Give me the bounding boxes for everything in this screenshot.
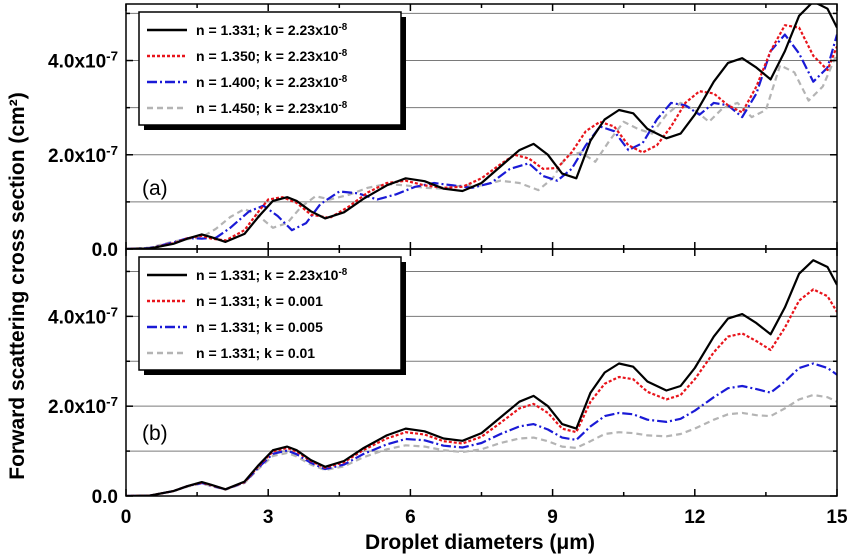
series-line-2 xyxy=(126,288,837,496)
panel-a: 0.0 2.0x10-7 4.0x10-7 (a) n = 1.331; k = 2.2… xyxy=(48,3,838,261)
x-tick-label: 0 xyxy=(121,507,132,528)
legend-label: n = 1.350; k = 2.23x10-8 xyxy=(196,48,348,65)
y-tick-label: 0.0 xyxy=(92,487,118,508)
x-tick-label: 6 xyxy=(405,507,416,528)
series-line-4 xyxy=(126,53,837,249)
x-tick-label: 3 xyxy=(263,507,274,528)
legend: n = 1.331; k = 2.23x10-8 n = 1.331; k = 0… xyxy=(138,256,406,375)
x-tick-label: 15 xyxy=(826,507,848,528)
series-line-3 xyxy=(126,33,837,249)
panel-label: (a) xyxy=(142,177,168,200)
series-line-4 xyxy=(126,393,837,496)
legend-label: n = 1.331; k = 0.01 xyxy=(196,345,315,361)
panel-b: 0.0 2.0x10-7 4.0x10-7 0 3 6 9 12 15 (b) n = 1.331;… xyxy=(48,248,848,528)
legend-label: n = 1.331; k = 2.23x10-8 xyxy=(196,22,348,39)
series-group xyxy=(126,259,837,496)
y-tick-label: 2.0x10-7 xyxy=(48,394,118,419)
series-line-1 xyxy=(126,259,837,496)
x-axis-title: Droplet diameters (μm) xyxy=(365,531,595,554)
legend-label: n = 1.450; k = 2.23x10-8 xyxy=(196,100,348,117)
legend-label: n = 1.400; k = 2.23x10-8 xyxy=(196,74,348,91)
series-line-3 xyxy=(126,362,837,496)
x-tick-label: 12 xyxy=(684,507,705,528)
legend-label: n = 1.331; k = 2.23x10-8 xyxy=(196,267,348,284)
y-tick-label: 4.0x10-7 xyxy=(48,304,118,329)
y-tick-label: 0.0 xyxy=(92,240,118,261)
x-tick-label: 9 xyxy=(547,507,558,528)
y-tick-label: 4.0x10-7 xyxy=(48,48,118,73)
legend: n = 1.331; k = 2.23x10-8 n = 1.350; k = 2… xyxy=(138,11,406,130)
legend-label: n = 1.331; k = 0.005 xyxy=(196,319,323,335)
legend-label: n = 1.331; k = 0.001 xyxy=(196,293,323,309)
panel-label: (b) xyxy=(142,422,168,445)
y-axis-title: Forward scattering cross section (cm²) xyxy=(6,92,29,479)
y-tick-label: 2.0x10-7 xyxy=(48,142,118,167)
series-line-2 xyxy=(126,24,837,249)
series-line-1 xyxy=(126,4,837,249)
series-group xyxy=(126,4,837,249)
